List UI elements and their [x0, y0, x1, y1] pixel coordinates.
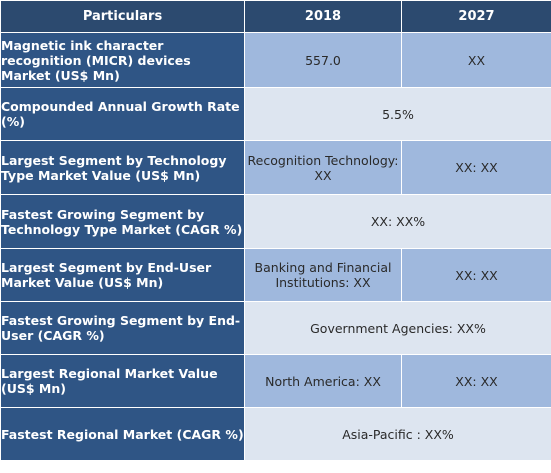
- value-2018: North America: XX: [244, 354, 402, 408]
- row-label: Largest Segment by End-User Market Value…: [0, 248, 245, 302]
- row-label: Compounded Annual Growth Rate (%): [0, 87, 245, 141]
- row-label: Largest Regional Market Value (US$ Mn): [0, 354, 245, 408]
- table-row: Fastest Regional Market (CAGR %) Asia-Pa…: [0, 407, 551, 461]
- table-row: Compounded Annual Growth Rate (%) 5.5%: [0, 87, 551, 141]
- row-label: Largest Segment by Technology Type Marke…: [0, 140, 245, 195]
- value-2027: XX: XX: [401, 354, 551, 408]
- table-row: Fastest Growing Segment by End-User (CAG…: [0, 301, 551, 355]
- value-2027: XX: XX: [401, 140, 551, 195]
- header-2027: 2027: [401, 0, 551, 33]
- table-row: Largest Regional Market Value (US$ Mn) N…: [0, 354, 551, 408]
- merged-value: Government Agencies: XX%: [244, 301, 551, 355]
- row-label: Magnetic ink character recognition (MICR…: [0, 32, 245, 88]
- value-2027: XX: XX: [401, 248, 551, 302]
- table-row: Largest Segment by Technology Type Marke…: [0, 140, 551, 195]
- table-row: Fastest Growing Segment by Technology Ty…: [0, 194, 551, 249]
- value-2018: Recognition Technology: XX: [244, 140, 402, 195]
- row-label: Fastest Regional Market (CAGR %): [0, 407, 245, 461]
- merged-value: Asia-Pacific : XX%: [244, 407, 551, 461]
- row-label: Fastest Growing Segment by Technology Ty…: [0, 194, 245, 249]
- row-label: Fastest Growing Segment by End-User (CAG…: [0, 301, 245, 355]
- merged-value: 5.5%: [244, 87, 551, 141]
- table-row: Magnetic ink character recognition (MICR…: [0, 32, 551, 88]
- value-2027: XX: [401, 32, 551, 88]
- market-summary-table: Particulars 2018 2027 Magnetic ink chara…: [0, 0, 551, 461]
- table-header-row: Particulars 2018 2027: [0, 0, 551, 33]
- value-2018: 557.0: [244, 32, 402, 88]
- header-2018: 2018: [244, 0, 402, 33]
- merged-value: XX: XX%: [244, 194, 551, 249]
- table-row: Largest Segment by End-User Market Value…: [0, 248, 551, 302]
- header-particulars: Particulars: [0, 0, 245, 33]
- value-2018: Banking and Financial Institutions: XX: [244, 248, 402, 302]
